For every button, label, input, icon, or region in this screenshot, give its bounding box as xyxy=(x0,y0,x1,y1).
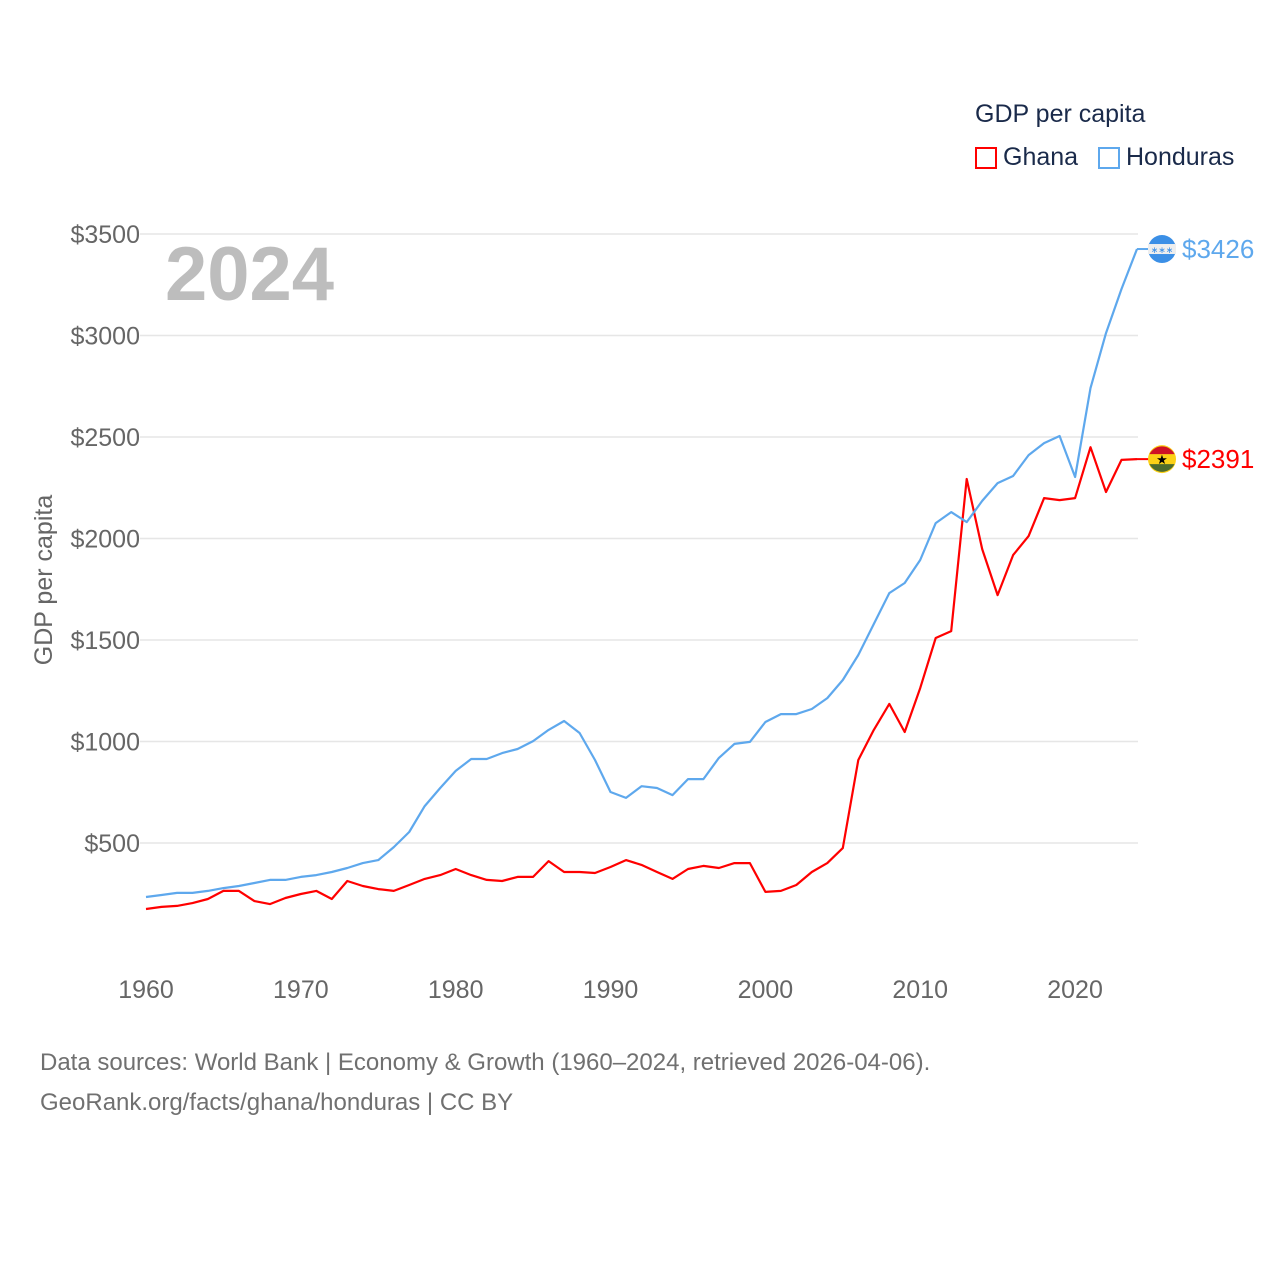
y-axis-label: GDP per capita xyxy=(30,495,58,666)
y-tick-label: $3500 xyxy=(70,221,140,249)
y-tick-label: $2500 xyxy=(70,424,140,452)
end-value-label-honduras: $3426 xyxy=(1182,234,1254,264)
series-line-ghana xyxy=(145,446,1138,911)
y-tick-label: $3000 xyxy=(70,323,140,351)
legend-item-honduras[interactable]: Honduras xyxy=(1098,143,1234,172)
legend-title: GDP per capita xyxy=(975,100,1146,128)
series-line-honduras xyxy=(145,248,1139,899)
legend-swatch-ghana xyxy=(975,146,997,169)
x-tick-label: 1960 xyxy=(118,976,174,1004)
x-tick-label: 1970 xyxy=(273,976,329,1004)
y-tick-label: $500 xyxy=(84,830,140,858)
flag-star: ★ xyxy=(1156,452,1168,467)
footer: Data sources: World Bank | Economy & Gro… xyxy=(40,1043,930,1123)
x-tick-label: 2020 xyxy=(1047,976,1103,1004)
flag-stripe xyxy=(1148,244,1176,255)
x-tick-label: 1980 xyxy=(428,976,484,1004)
flag-stripe xyxy=(1149,464,1175,472)
data-sources: Data sources: World Bank | Economy & Gro… xyxy=(40,1049,931,1076)
legend-label-honduras: Honduras xyxy=(1126,143,1235,171)
legend-label-ghana: Ghana xyxy=(1003,143,1079,171)
x-tick-label: 1990 xyxy=(583,976,639,1004)
x-tick-label: 2000 xyxy=(738,976,794,1004)
x-tick-label: 2010 xyxy=(892,976,948,1004)
source-link[interactable]: GeoRank.org/facts/ghana/honduras | CC BY xyxy=(40,1089,514,1116)
y-tick-label: $1500 xyxy=(70,627,140,655)
flag-stripe xyxy=(1149,446,1175,455)
y-tick-label: $1000 xyxy=(70,729,140,757)
year-label: 2024 xyxy=(165,232,334,317)
end-value-label-ghana: $2391 xyxy=(1182,444,1254,474)
flag-stars: ∗∗∗ xyxy=(1151,245,1174,255)
y-tick-label: $2000 xyxy=(70,526,140,554)
legend-swatch-honduras xyxy=(1098,146,1120,169)
legend-item-ghana[interactable]: Ghana xyxy=(975,143,1078,172)
